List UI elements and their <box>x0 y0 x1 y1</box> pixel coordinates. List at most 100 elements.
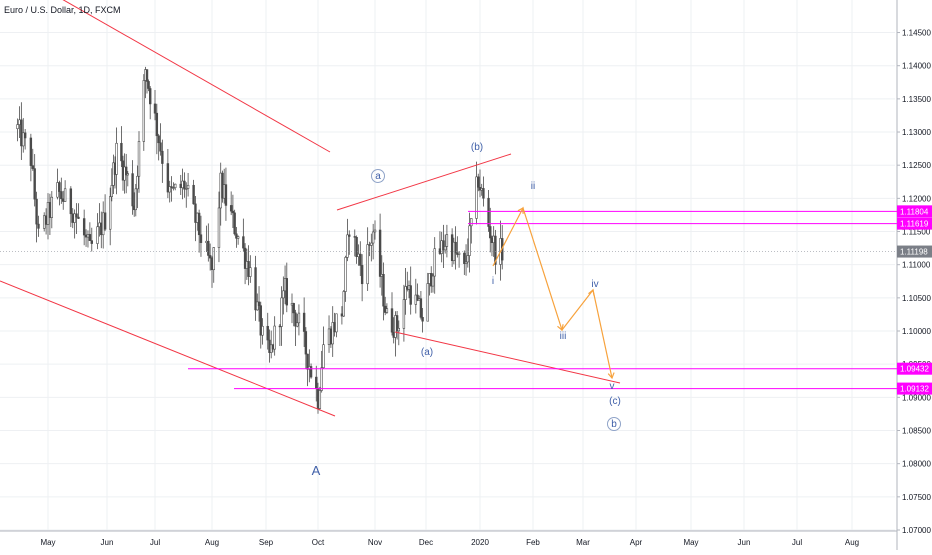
candle-body <box>454 241 457 254</box>
candle-body <box>88 234 92 241</box>
candle <box>205 225 208 252</box>
candle-body <box>86 234 90 238</box>
candle-body <box>327 328 331 346</box>
x-tick-label: Dec <box>419 538 433 547</box>
candle-body <box>295 322 299 327</box>
candle <box>353 229 356 257</box>
x-tick-label: Nov <box>368 538 382 547</box>
candle <box>145 69 149 94</box>
candle <box>172 182 175 191</box>
candle-body <box>385 308 389 313</box>
candle-body <box>98 222 101 228</box>
candle-body <box>136 175 139 190</box>
candle <box>161 139 164 183</box>
wave-label-text: v <box>610 381 615 392</box>
candle <box>327 315 331 353</box>
candle <box>75 203 78 235</box>
y-tick-label: 1.14500 <box>902 29 931 38</box>
y-tick-label: 1.10500 <box>902 294 931 303</box>
y-tick-label: 1.11000 <box>902 261 931 270</box>
candle <box>60 177 63 204</box>
candle <box>280 286 283 346</box>
candle-body <box>96 226 99 244</box>
candle-body <box>100 222 103 236</box>
upper-channel-line <box>62 0 331 153</box>
candle <box>224 167 228 221</box>
candle-body <box>109 196 112 230</box>
candle-body <box>266 325 269 341</box>
candle-body <box>254 267 257 311</box>
x-tick-label: Jun <box>101 538 114 547</box>
wave-label-circle <box>607 417 621 431</box>
price-level-label: 1.11804 <box>900 207 929 216</box>
candle <box>318 386 322 411</box>
candle <box>409 266 412 315</box>
x-tick-label: Oct <box>312 538 325 547</box>
candle-body <box>35 198 38 225</box>
candle <box>426 272 429 322</box>
candle-body <box>37 223 40 229</box>
candle <box>404 268 407 315</box>
candle <box>90 227 93 252</box>
candle <box>69 186 73 228</box>
y-tick-label: 1.07500 <box>902 493 931 502</box>
candle-body <box>477 176 480 188</box>
candle <box>185 182 188 208</box>
candle <box>88 222 92 241</box>
current-price-label: 1.11198 <box>900 248 928 257</box>
candle-body <box>149 88 152 105</box>
candle <box>297 304 301 336</box>
candle-body <box>368 244 371 246</box>
candle <box>170 176 173 202</box>
candle-body <box>73 213 76 223</box>
candle-body <box>197 212 201 236</box>
candle-body <box>207 240 210 256</box>
candle-body <box>366 244 369 285</box>
candle <box>475 161 478 225</box>
y-tick-label: 1.12500 <box>902 161 931 170</box>
wave-label-text: A <box>312 463 321 478</box>
candle <box>273 316 276 356</box>
candle-body <box>185 188 188 190</box>
candle <box>421 308 424 333</box>
candle-body <box>235 233 238 239</box>
candle-body <box>409 285 412 305</box>
x-tick-label: Mar <box>576 538 590 547</box>
candle-body <box>416 294 419 301</box>
wave-label-text: iv <box>591 279 598 290</box>
x-tick-label: Jun <box>738 538 751 547</box>
candle <box>390 292 394 336</box>
candle-body <box>340 313 344 317</box>
candle <box>23 128 27 150</box>
y-axis: 1.14500 1.14000 1.13500 1.13000 1.12500 1.120… <box>897 29 931 535</box>
candle-body <box>360 265 364 285</box>
candle-body <box>236 236 240 239</box>
candle-body <box>344 257 347 292</box>
wave-b-line <box>336 153 512 211</box>
candle-body <box>183 180 186 190</box>
candle-body <box>353 236 356 238</box>
candle-body <box>292 303 295 314</box>
y-tick-label: 1.10000 <box>902 327 931 336</box>
candle-body <box>397 328 400 332</box>
candle <box>174 183 177 191</box>
candle-body <box>463 252 466 264</box>
x-tick-label: May <box>40 538 55 547</box>
candle <box>110 168 114 202</box>
candle-body <box>261 325 264 336</box>
candle <box>382 262 385 321</box>
x-tick-label: Feb <box>526 538 540 547</box>
candle-body <box>257 301 261 306</box>
candle-body <box>62 198 65 202</box>
wave-label: a <box>371 169 385 183</box>
candle <box>355 235 358 264</box>
candle-body <box>22 132 25 147</box>
candle <box>385 303 389 314</box>
candle <box>134 183 137 217</box>
candle <box>186 173 190 197</box>
candle <box>463 250 466 275</box>
candle <box>31 148 34 171</box>
wave-label-text: (c) <box>609 396 621 407</box>
